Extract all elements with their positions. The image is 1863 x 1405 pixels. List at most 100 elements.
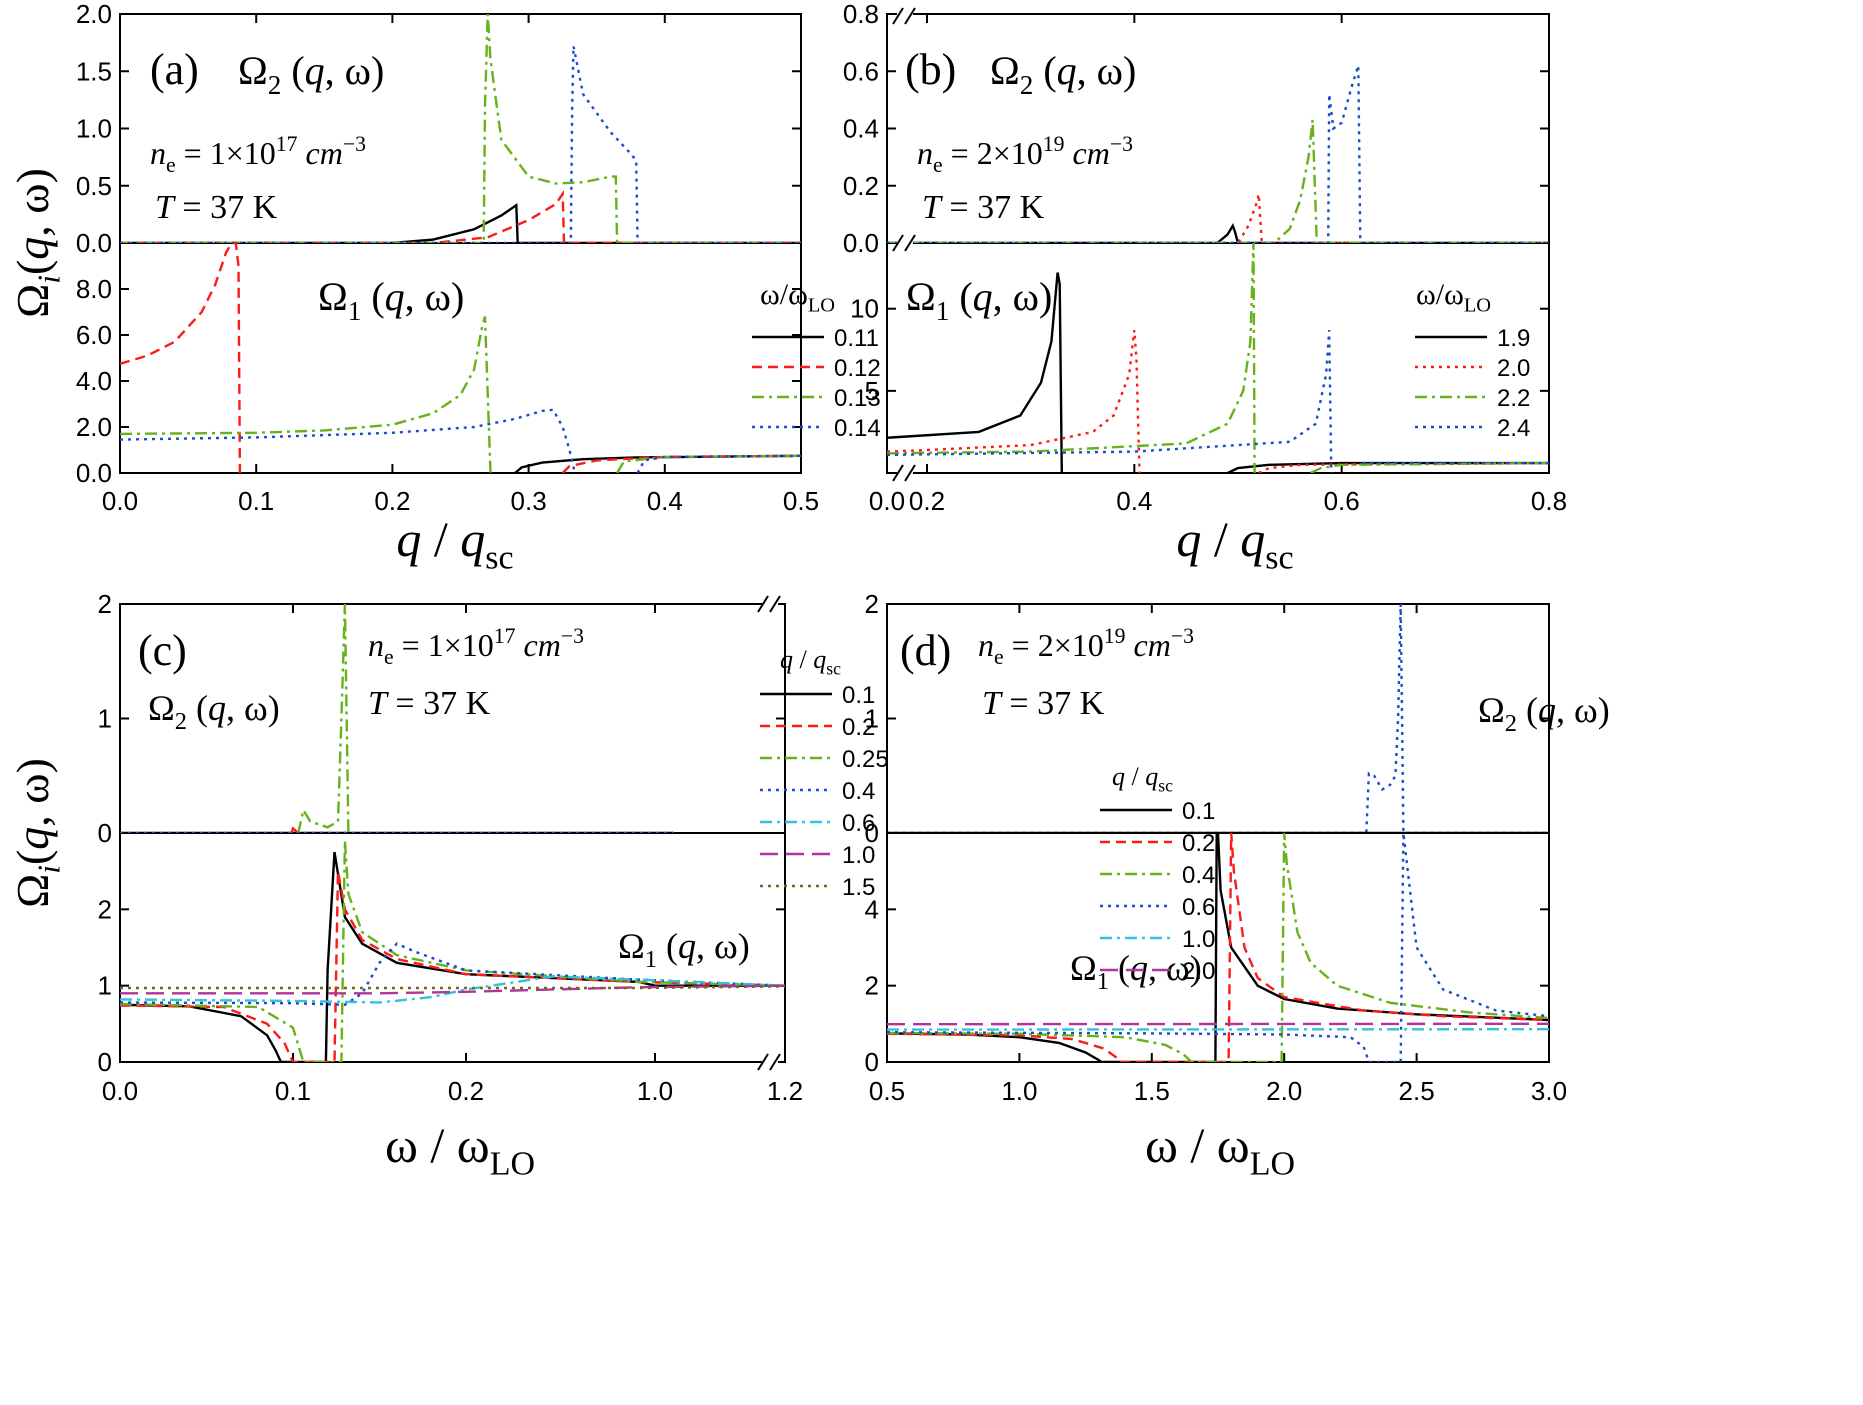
x-axis-label: q / qsc — [396, 511, 513, 577]
y-tick-label: 0.5 — [76, 171, 112, 201]
y-tick-label: 0 — [98, 1047, 112, 1077]
x-tick-label: 0.0 — [102, 486, 138, 516]
legend-label-2.4: 2.4 — [1497, 415, 1530, 442]
y-tick-label: 4 — [865, 894, 879, 924]
x-axis-label: ω / ωLO — [385, 1117, 535, 1183]
legend-title: ω/ωLO — [760, 278, 835, 317]
series-line-1.0 — [120, 984, 785, 995]
legend-label-0.2: 0.2 — [1182, 830, 1215, 857]
series-line-0.14 — [120, 45, 801, 243]
legend-label-0.25: 0.25 — [842, 746, 889, 773]
axis-break-mark — [904, 464, 916, 482]
x-tick-label: 0.3 — [511, 486, 547, 516]
annotation-omega2-a: Ω2 (q, ω) — [238, 48, 384, 100]
y-tick-label: 0.0 — [76, 458, 112, 488]
series-line-2.0 — [887, 329, 1141, 473]
annotation-omega2-c: Ω2 (q, ω) — [148, 688, 280, 735]
x-tick-label: 0.0 — [102, 1076, 138, 1106]
x-tick-label: 0.2 — [909, 486, 945, 516]
x-tick-label: 0.2 — [448, 1076, 484, 1106]
axis-break-mark — [769, 595, 781, 613]
series-line-2.4 — [887, 65, 1549, 243]
series-line-1.9 — [887, 272, 1063, 473]
series-line-1.9 — [887, 223, 1549, 243]
y-tick-label: 2 — [98, 589, 112, 619]
y-tick-label: 10 — [850, 294, 879, 324]
axis-break-mark — [904, 234, 916, 252]
legend-label-0.11: 0.11 — [834, 325, 879, 352]
panel-label-d: (d) — [900, 626, 951, 675]
panel-label-c: (c) — [138, 626, 187, 675]
series-line-0.6 — [887, 604, 1549, 833]
x-axis-label: ω / ωLO — [1145, 1117, 1295, 1183]
x-tick-label: 1.5 — [1134, 1076, 1170, 1106]
y-tick-label: 0 — [865, 818, 879, 848]
series-line-0.13-low — [616, 454, 801, 473]
panel-label-a: (a) — [150, 45, 199, 94]
legend-label-0.13: 0.13 — [834, 385, 881, 412]
y-tick-label: 1 — [98, 704, 112, 734]
y-tick-label: 0.8 — [843, 0, 879, 29]
y-tick-label: 1.5 — [76, 56, 112, 86]
annotation-density-c: ne = 1×1017 cm−3 — [368, 624, 584, 669]
legend-label-2.2: 2.2 — [1497, 385, 1530, 412]
series-line-0.13 — [120, 14, 801, 243]
y-axis-label: Ωi(q, ω) — [7, 168, 67, 318]
series-line-1.5 — [120, 985, 785, 990]
x-tick-label: 0.0 — [869, 486, 905, 516]
legend-a: ω/ωLO 0.11 0.12 0.13 0.14 — [752, 278, 881, 442]
y-tick-label: 2 — [98, 894, 112, 924]
series-line-0.6 — [120, 975, 785, 1004]
axis-break-mark — [757, 595, 769, 613]
legend-title: q / qsc — [1112, 762, 1173, 796]
legend-label-1.0: 1.0 — [1182, 926, 1215, 953]
x-tick-label: 0.4 — [1116, 486, 1152, 516]
x-tick-label: 2.5 — [1399, 1076, 1435, 1106]
annotation-density-b: ne = 2×1019 cm−3 — [917, 132, 1133, 177]
annotation-omega2-d: Ω2 (q, ω) — [1478, 690, 1610, 737]
legend-title: q / qsc — [780, 645, 841, 679]
axis-break-mark — [892, 464, 904, 482]
series-line-2.2 — [887, 243, 1256, 473]
y-tick-label: 0.0 — [843, 228, 879, 258]
y-tick-label: 2 — [865, 589, 879, 619]
y-tick-label: 0.6 — [843, 56, 879, 86]
series-line-0.14-low — [636, 454, 801, 473]
y-tick-label: 0 — [98, 818, 112, 848]
annotation-temperature-a: T = 37 K — [155, 189, 278, 226]
y-tick-label: 1 — [98, 971, 112, 1001]
x-tick-label: 0.1 — [238, 486, 274, 516]
y-tick-label: 0 — [865, 1047, 879, 1077]
axis-break-mark — [757, 1053, 769, 1071]
x-tick-label: 0.4 — [647, 486, 683, 516]
x-axis-label: q / qsc — [1176, 511, 1293, 577]
legend-label-0.6: 0.6 — [842, 810, 875, 837]
y-tick-label: 0.0 — [76, 228, 112, 258]
series-line-0.13 — [120, 316, 492, 473]
y-axis-label: Ωi(q, ω) — [7, 758, 67, 908]
annotation-omega2-b: Ω2 (q, ω) — [990, 48, 1136, 100]
x-tick-label: 0.8 — [1531, 486, 1567, 516]
panel-c: 0.0 0.1 0.2 1.0 1.2 0 1 2 0 1 2 ω / ωLO Ωi(q, ω) — [7, 589, 803, 1183]
series-line-0.2 — [290, 826, 299, 833]
y-tick-label: 0.4 — [843, 114, 879, 144]
y-tick-label: 8.0 — [76, 274, 112, 304]
legend-label-1.0: 1.0 — [842, 842, 875, 869]
annotation-omega1-a: Ω1 (q, ω) — [318, 274, 464, 326]
x-tick-label: 2.0 — [1266, 1076, 1302, 1106]
legend-label-2.0: 2.0 — [1497, 355, 1530, 382]
y-tick-label: 1.0 — [76, 114, 112, 144]
y-tick-label: 0.2 — [843, 171, 879, 201]
series-line-0.14 — [120, 408, 577, 473]
legend-label-0.4: 0.4 — [1182, 862, 1215, 889]
panel-d: 0.5 1.0 1.5 2.0 2.5 3.0 0 1 2 0 2 4 ω / ωLO — [865, 589, 1568, 1183]
series-line-0.2 — [887, 833, 1549, 1062]
x-tick-label: 1.2 — [767, 1076, 803, 1106]
legend-label-2.0: 2.0 — [1182, 958, 1215, 985]
x-tick-label: 1.0 — [637, 1076, 673, 1106]
annotation-density-a: ne = 1×1017 cm−3 — [150, 132, 366, 177]
x-tick-label: 0.2 — [374, 486, 410, 516]
